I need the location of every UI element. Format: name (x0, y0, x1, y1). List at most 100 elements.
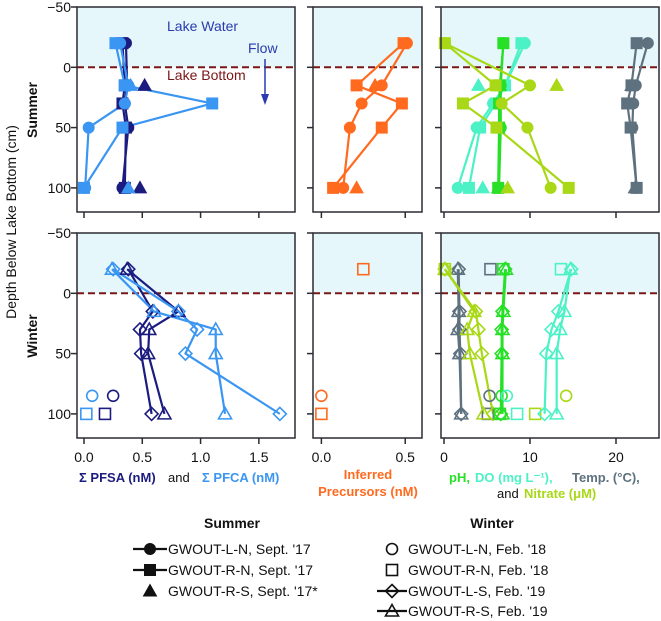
data-point-temp (624, 121, 637, 134)
x-tick-label: 0 (440, 449, 448, 465)
data-point-ph (495, 303, 512, 318)
data-point-temp (621, 97, 634, 110)
data-point-pfca (123, 77, 138, 91)
x-title-ph: pH, (449, 470, 470, 485)
data-point-nitrate (459, 321, 476, 336)
y-axis-title: Depth Below Lake Bottom (cm) (3, 125, 19, 319)
data-point-pfca (170, 303, 187, 320)
data-point-do (543, 321, 560, 338)
lake-water-region (441, 233, 659, 294)
series-line-temp (456, 269, 463, 414)
series-line-pfsa (127, 268, 154, 415)
legend-label: GWOUT-R-S, Feb. '19 (408, 603, 548, 619)
data-point-temp (453, 405, 470, 420)
x-tick-label: 0.0 (74, 449, 94, 465)
data-point-precursors (349, 180, 364, 194)
data-point-precursors (395, 97, 408, 110)
legend-item: GWOUT-L-N, Feb. '18 (385, 541, 546, 557)
data-point-pfsa (141, 321, 158, 336)
data-point-temp (450, 303, 467, 318)
data-point-pfsa (140, 345, 156, 360)
series-markers (327, 37, 413, 194)
data-point-do (548, 345, 565, 360)
x-title-and: and (168, 470, 190, 485)
series-markers (77, 37, 219, 194)
data-point-precursors (343, 121, 356, 134)
data-point-nitrate (456, 97, 469, 110)
legend-item: GWOUT-R-S, Feb. '19 (377, 602, 548, 619)
data-point-pfca (177, 345, 194, 362)
x-tick-label: 20 (608, 449, 624, 465)
x-tick-label: 1.0 (191, 449, 211, 465)
x-tick-label: 1.5 (249, 449, 269, 465)
x-title-inferred: Inferred (344, 467, 392, 482)
data-point-ph (494, 405, 511, 420)
data-point-pfca (77, 181, 90, 194)
x-title-and2: and (497, 486, 519, 501)
series-markers (315, 262, 370, 421)
data-point-nitrate (475, 405, 492, 420)
data-point-temp (627, 180, 643, 194)
data-point-nitrate (474, 345, 490, 362)
legend-item: GWOUT-L-N, Sept. '17 (133, 541, 311, 557)
data-point-do (538, 345, 554, 362)
data-point-pfca (118, 97, 131, 110)
data-point-temp (484, 262, 497, 276)
data-point-temp (483, 389, 496, 403)
data-point-do (471, 77, 486, 91)
panel-frame (76, 232, 296, 439)
data-point-pfca (80, 407, 93, 421)
data-point-pfca (206, 97, 219, 110)
legend: Summer Winter GWOUT-L-N, Sept. '17 GWOUT-… (133, 515, 549, 619)
panel-frame (440, 6, 660, 213)
triangle-marker-icon (142, 583, 158, 597)
data-point-precursors (315, 389, 328, 403)
legend-title-winter: Winter (470, 515, 514, 531)
diamond-marker-icon (384, 583, 400, 599)
x-tick-label: 0.0 (312, 449, 332, 465)
data-point-precursors (355, 97, 368, 110)
y-tick-label: 50 (55, 346, 71, 362)
legend-item: GWOUT-L-S, Feb. '19 (377, 583, 545, 599)
data-point-pfsa (106, 389, 120, 403)
x-axis-title-col3: pH, DO (mg L⁻¹), Temp. (°C), (449, 470, 640, 485)
data-point-temp (451, 345, 468, 360)
data-point-nitrate (524, 79, 537, 92)
data-point-do (510, 407, 524, 421)
y-tick-label: 100 (48, 406, 72, 422)
legend-label: GWOUT-R-N, Sept. '17 (168, 562, 313, 578)
data-point-do (474, 121, 487, 134)
data-point-do (562, 261, 579, 275)
circle-marker-icon (385, 542, 399, 556)
data-point-pfsa (137, 77, 152, 91)
data-point-ph (495, 389, 508, 403)
data-point-do (552, 321, 568, 336)
data-point-precursors (327, 181, 340, 194)
series-line-pfca (112, 268, 281, 415)
x-title-precursors: Precursors (nM) (318, 484, 418, 499)
row-label-summer: Summer (24, 81, 40, 138)
data-point-ph (494, 321, 511, 336)
legend-item: GWOUT-R-N, Sept. '17 (133, 562, 313, 578)
triangle-marker-icon (384, 602, 400, 617)
panel-frame (76, 6, 296, 213)
data-point-nitrate (528, 407, 542, 421)
data-point-temp (641, 37, 654, 50)
lake-water-region (77, 233, 295, 294)
y-tick-label: 50 (55, 120, 71, 136)
data-point-pfca (272, 406, 288, 422)
data-point-pfca (82, 121, 95, 134)
data-point-ph (494, 303, 511, 320)
data-point-pfsa (170, 303, 187, 318)
data-point-nitrate (466, 303, 482, 318)
data-point-pfsa (156, 405, 173, 420)
data-point-precursors (367, 77, 383, 91)
panel-frame (312, 6, 423, 213)
data-point-pfsa (143, 406, 160, 422)
data-point-pfsa (119, 261, 135, 275)
flow-arrow-icon (261, 59, 269, 105)
x-tick-label: 10 (522, 449, 538, 465)
data-point-do (536, 406, 553, 422)
data-point-temp (630, 37, 643, 50)
data-point-temp (451, 303, 468, 320)
